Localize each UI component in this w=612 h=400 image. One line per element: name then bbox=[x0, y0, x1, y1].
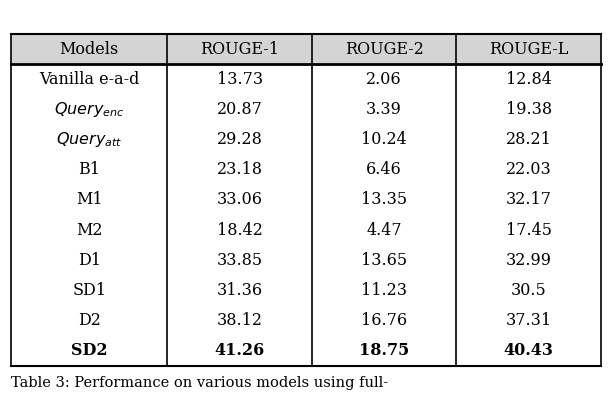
Text: 18.75: 18.75 bbox=[359, 342, 409, 360]
Text: 41.26: 41.26 bbox=[214, 342, 265, 360]
Text: Models: Models bbox=[59, 40, 119, 58]
Text: 33.06: 33.06 bbox=[217, 192, 263, 208]
Text: SD1: SD1 bbox=[72, 282, 106, 299]
Text: 10.24: 10.24 bbox=[361, 131, 407, 148]
Text: 11.23: 11.23 bbox=[361, 282, 407, 299]
Text: M2: M2 bbox=[76, 222, 102, 239]
Bar bbox=[11, 34, 601, 366]
Bar bbox=[11, 34, 601, 64]
Text: SD2: SD2 bbox=[71, 342, 108, 360]
Text: 38.12: 38.12 bbox=[217, 312, 263, 329]
Text: 23.18: 23.18 bbox=[217, 161, 263, 178]
Text: 12.84: 12.84 bbox=[506, 71, 551, 88]
Text: 4.47: 4.47 bbox=[367, 222, 402, 239]
Text: B1: B1 bbox=[78, 161, 100, 178]
Text: 2.06: 2.06 bbox=[367, 71, 402, 88]
Text: 18.42: 18.42 bbox=[217, 222, 263, 239]
Text: 32.17: 32.17 bbox=[506, 192, 551, 208]
Text: Vanilla e-a-d: Vanilla e-a-d bbox=[39, 71, 140, 88]
Text: $\mathit{Query}_{enc}$: $\mathit{Query}_{enc}$ bbox=[54, 100, 124, 119]
Text: 13.65: 13.65 bbox=[361, 252, 407, 269]
Text: 30.5: 30.5 bbox=[511, 282, 547, 299]
Text: 13.73: 13.73 bbox=[217, 71, 263, 88]
Text: 22.03: 22.03 bbox=[506, 161, 551, 178]
Text: 16.76: 16.76 bbox=[361, 312, 407, 329]
Text: 33.85: 33.85 bbox=[217, 252, 263, 269]
Text: 20.87: 20.87 bbox=[217, 101, 263, 118]
Text: 37.31: 37.31 bbox=[506, 312, 552, 329]
Text: ROUGE-L: ROUGE-L bbox=[489, 40, 569, 58]
Text: Table 3: Performance on various models using full-: Table 3: Performance on various models u… bbox=[11, 376, 388, 390]
Text: ROUGE-1: ROUGE-1 bbox=[200, 40, 279, 58]
Text: 40.43: 40.43 bbox=[504, 342, 554, 360]
Text: 28.21: 28.21 bbox=[506, 131, 551, 148]
Text: 3.39: 3.39 bbox=[366, 101, 402, 118]
Text: 6.46: 6.46 bbox=[367, 161, 402, 178]
Text: M1: M1 bbox=[76, 192, 102, 208]
Text: $\mathit{Query}_{att}$: $\mathit{Query}_{att}$ bbox=[56, 130, 122, 149]
Text: D2: D2 bbox=[78, 312, 100, 329]
Text: D1: D1 bbox=[78, 252, 101, 269]
Text: 32.99: 32.99 bbox=[506, 252, 551, 269]
Text: 29.28: 29.28 bbox=[217, 131, 263, 148]
Text: 31.36: 31.36 bbox=[217, 282, 263, 299]
Text: 17.45: 17.45 bbox=[506, 222, 551, 239]
Text: ROUGE-2: ROUGE-2 bbox=[345, 40, 424, 58]
Text: 13.35: 13.35 bbox=[361, 192, 407, 208]
Text: 19.38: 19.38 bbox=[506, 101, 552, 118]
